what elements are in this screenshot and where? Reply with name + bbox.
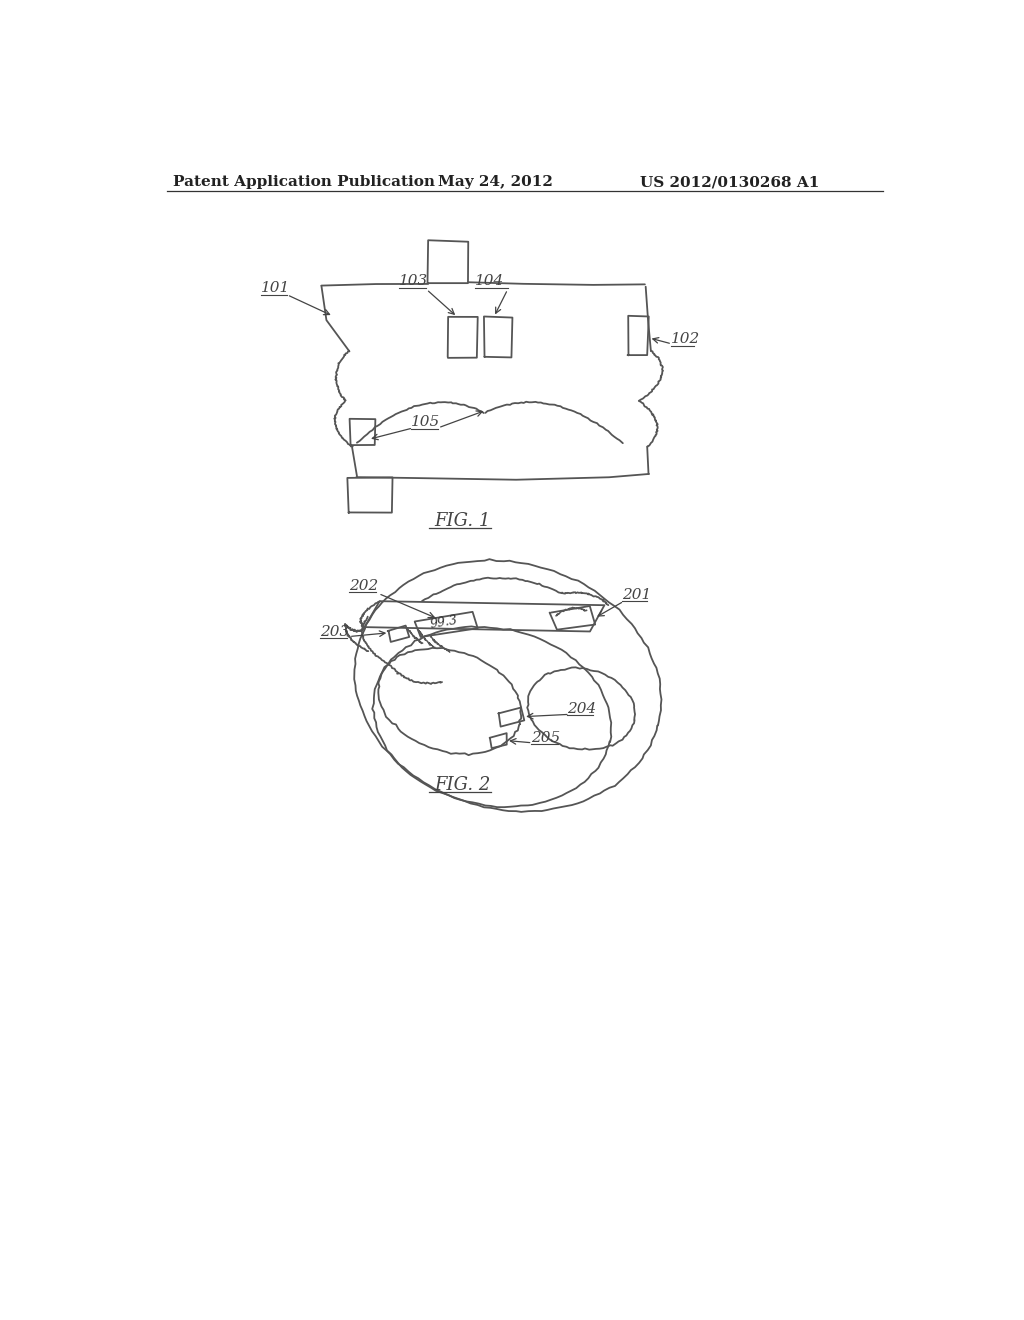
Text: US 2012/0130268 A1: US 2012/0130268 A1 [640,176,819,189]
Text: 102: 102 [671,333,699,346]
Text: FIG. 2: FIG. 2 [434,776,490,793]
Text: 202: 202 [349,578,378,593]
Text: 103: 103 [399,275,428,289]
Text: FIG. 1: FIG. 1 [434,512,490,529]
Text: 99.3: 99.3 [429,614,459,631]
Text: 201: 201 [623,587,651,602]
Text: 204: 204 [567,702,597,715]
Text: 203: 203 [321,624,349,639]
Text: Patent Application Publication: Patent Application Publication [173,176,435,189]
Text: May 24, 2012: May 24, 2012 [438,176,553,189]
Text: 205: 205 [531,731,560,744]
Text: 105: 105 [411,416,440,429]
Text: 101: 101 [261,281,291,294]
Text: 104: 104 [475,275,505,289]
